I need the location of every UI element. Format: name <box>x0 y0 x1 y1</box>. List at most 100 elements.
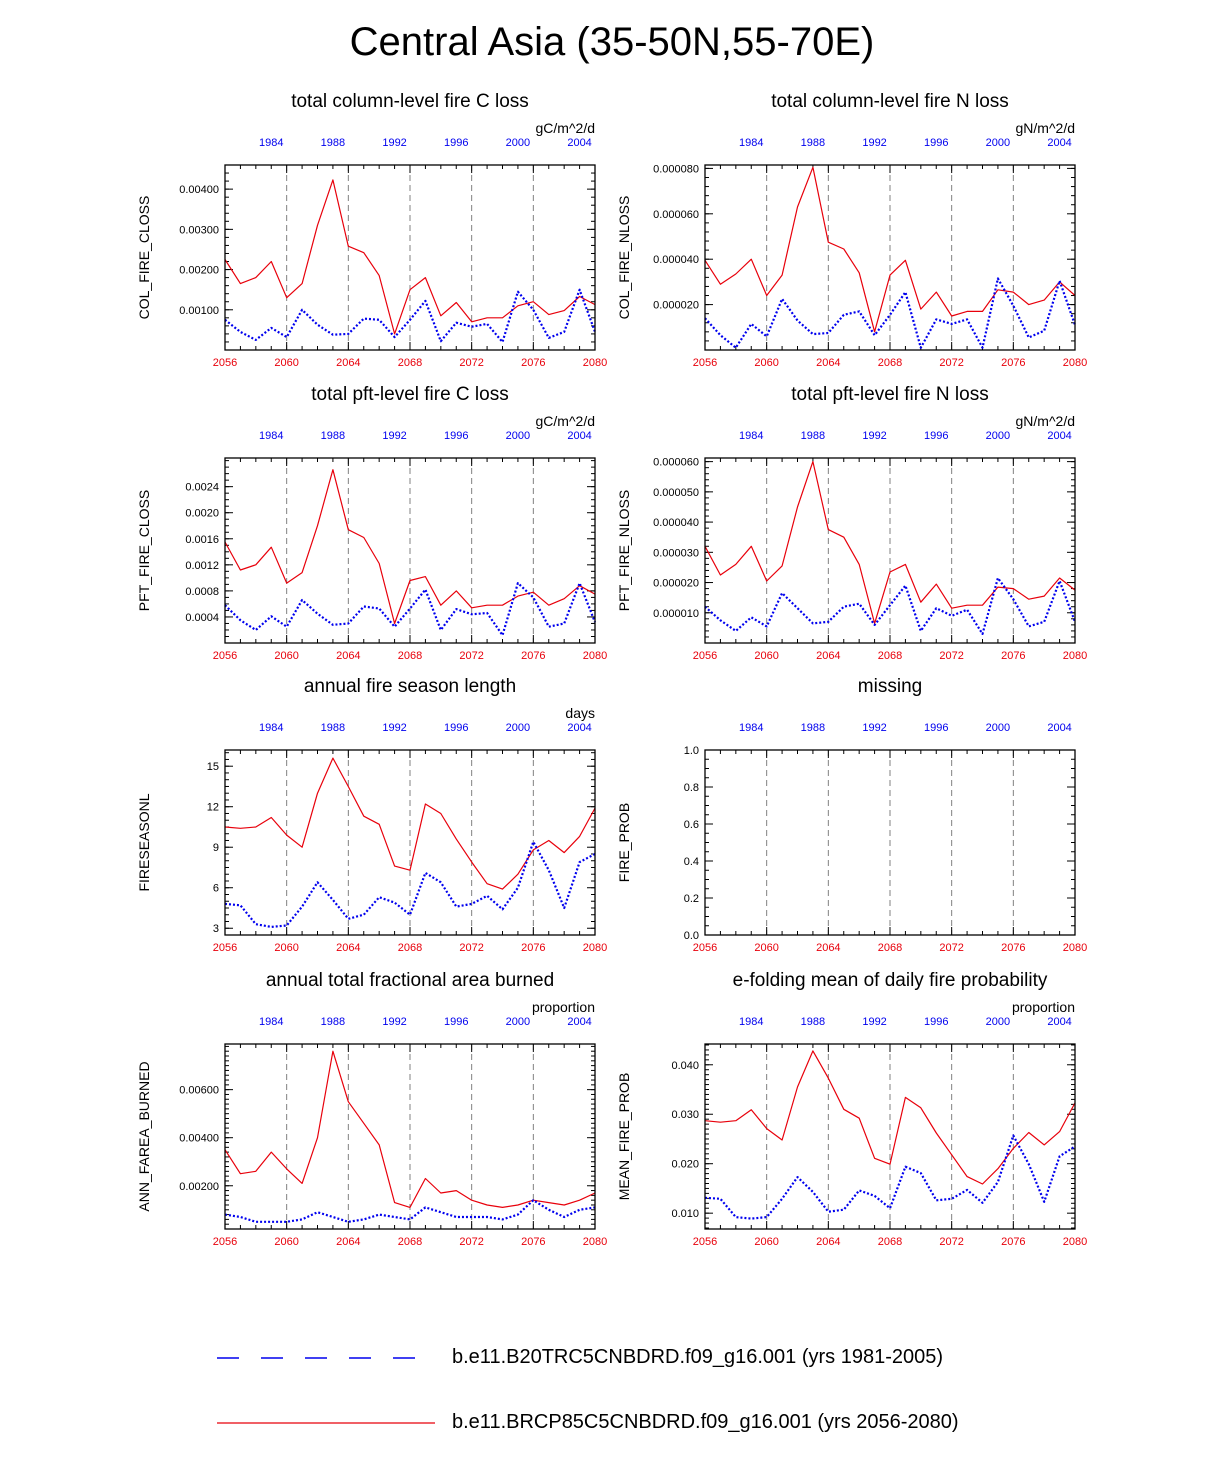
x-tick-label-top: 1984 <box>259 1016 283 1028</box>
x-tick-label-bottom: 2064 <box>336 1236 360 1248</box>
x-tick-label-bottom: 2060 <box>274 357 298 369</box>
x-tick-label-top: 1988 <box>801 722 825 734</box>
chart-title: total pft-level fire N loss <box>791 384 988 405</box>
x-tick-label-top: 1996 <box>444 1016 468 1028</box>
x-tick-label-bottom: 2056 <box>693 942 717 954</box>
x-tick-label-top: 1984 <box>739 137 763 149</box>
x-tick-label-top: 1996 <box>444 430 468 442</box>
x-tick-label-top: 2004 <box>1047 1016 1071 1028</box>
y-tick-label: 0.000020 <box>653 300 699 312</box>
chart-panel-0: total column-level fire C loss gC/m^2/d CO… <box>136 91 607 369</box>
plot-frame <box>704 1043 1076 1230</box>
chart-title: e-folding mean of daily fire probability <box>733 970 1048 991</box>
x-tick-label-top: 2004 <box>1047 430 1071 442</box>
x-tick-label-bottom: 2072 <box>459 357 483 369</box>
y-tick-label: 0.000010 <box>653 608 699 620</box>
x-tick-label-bottom: 2068 <box>398 357 422 369</box>
x-tick-label-bottom: 2080 <box>583 1236 607 1248</box>
y-tick-label: 0.010 <box>671 1208 699 1220</box>
x-tick-label-bottom: 2080 <box>583 650 607 662</box>
x-tick-label-top: 1992 <box>862 137 886 149</box>
plot-frame <box>224 164 596 351</box>
x-tick-label-bottom: 2068 <box>878 1236 902 1248</box>
chart-units: proportion <box>1012 999 1075 1015</box>
x-tick-label-top: 1984 <box>259 430 283 442</box>
series-line-future <box>224 469 596 625</box>
x-tick-label-bottom: 2064 <box>336 942 360 954</box>
chart-units: proportion <box>532 999 595 1015</box>
x-tick-label-bottom: 2060 <box>274 650 298 662</box>
x-tick-label-top: 1992 <box>382 722 406 734</box>
series-line-future <box>704 461 1076 625</box>
y-tick-label: 0.0012 <box>185 560 219 572</box>
series-line-historical <box>704 1134 1076 1220</box>
chart-units: gC/m^2/d <box>536 413 595 429</box>
x-tick-label-top: 1996 <box>924 722 948 734</box>
y-tick-label: 0.000020 <box>653 578 699 590</box>
x-tick-label-bottom: 2076 <box>1001 942 1025 954</box>
x-tick-label-bottom: 2068 <box>398 942 422 954</box>
x-tick-label-top: 1992 <box>382 137 406 149</box>
x-tick-label-bottom: 2072 <box>939 650 963 662</box>
x-tick-label-bottom: 2056 <box>213 650 237 662</box>
x-tick-label-top: 1988 <box>321 430 345 442</box>
y-tick-label: 0.0016 <box>185 534 219 546</box>
y-tick-label: 0.00200 <box>179 1181 219 1193</box>
x-tick-label-top: 2004 <box>567 722 591 734</box>
chart-title: annual total fractional area burned <box>266 970 554 991</box>
x-tick-label-top: 1988 <box>801 1016 825 1028</box>
y-tick-label: 0.0020 <box>185 508 219 520</box>
x-tick-label-top: 1992 <box>862 1016 886 1028</box>
y-tick-label: 0.00200 <box>179 265 219 277</box>
x-tick-label-top: 2000 <box>986 1016 1010 1028</box>
x-tick-label-top: 1996 <box>924 1016 948 1028</box>
x-tick-label-bottom: 2080 <box>1063 1236 1087 1248</box>
plot-frame <box>224 457 596 644</box>
y-tick-label: 0.4 <box>684 856 699 868</box>
x-tick-label-bottom: 2068 <box>878 942 902 954</box>
chart-panel-5: missing FIRE_PROB 0.0 0.2 0.4 0.6 0.8 1.0 2056 20… <box>616 676 1087 954</box>
chart-units: gN/m^2/d <box>1016 413 1075 429</box>
x-tick-label-bottom: 2056 <box>213 1236 237 1248</box>
x-tick-label-top: 2000 <box>986 137 1010 149</box>
x-tick-label-bottom: 2064 <box>336 650 360 662</box>
chart-panel-3: total pft-level fire N loss gN/m^2/d PFT_F… <box>616 384 1087 662</box>
y-tick-label: 0.000060 <box>653 457 699 469</box>
x-tick-label-bottom: 2076 <box>521 357 545 369</box>
legend-line-historical <box>217 1357 435 1359</box>
y-tick-label: 0.0004 <box>185 612 219 624</box>
x-tick-label-bottom: 2056 <box>693 650 717 662</box>
x-tick-label-top: 1988 <box>801 430 825 442</box>
x-tick-label-bottom: 2056 <box>693 1236 717 1248</box>
x-tick-label-bottom: 2080 <box>583 357 607 369</box>
chart-panel-7: e-folding mean of daily fire probability… <box>616 970 1087 1248</box>
y-tick-label: 0.000050 <box>653 487 699 499</box>
x-tick-label-bottom: 2064 <box>816 942 840 954</box>
chart-panel-2: total pft-level fire C loss gC/m^2/d PFT_F… <box>136 384 607 662</box>
y-tick-label: 1.0 <box>684 745 699 757</box>
plot-frame <box>704 457 1076 644</box>
x-tick-label-bottom: 2060 <box>754 357 778 369</box>
chart-title: annual fire season length <box>304 676 516 697</box>
y-tick-label: 9 <box>213 842 219 854</box>
page-title: Central Asia (35-50N,55-70E) <box>349 20 875 64</box>
series-line-future <box>224 179 596 335</box>
series-line-historical <box>224 288 597 344</box>
y-tick-label: 0.040 <box>671 1060 699 1072</box>
x-tick-label-bottom: 2060 <box>754 650 778 662</box>
legend-label-future: b.e11.BRCP85C5CNBDRD.f09_g16.001 (yrs 20… <box>452 1411 959 1433</box>
y-axis-label: COL_FIRE_CLOSS <box>136 196 152 320</box>
y-tick-label: 0.2 <box>684 893 699 905</box>
x-tick-label-bottom: 2072 <box>939 1236 963 1248</box>
x-tick-label-top: 1984 <box>739 1016 763 1028</box>
x-tick-label-bottom: 2076 <box>1001 357 1025 369</box>
x-tick-label-bottom: 2060 <box>274 1236 298 1248</box>
x-tick-label-bottom: 2060 <box>754 942 778 954</box>
x-tick-label-top: 1996 <box>444 137 468 149</box>
y-tick-label: 0.00100 <box>179 305 219 317</box>
y-tick-label: 0.0008 <box>185 586 219 598</box>
x-tick-label-bottom: 2068 <box>878 357 902 369</box>
x-tick-label-top: 1984 <box>259 722 283 734</box>
x-tick-label-top: 2004 <box>1047 722 1071 734</box>
x-tick-label-top: 2000 <box>506 1016 530 1028</box>
